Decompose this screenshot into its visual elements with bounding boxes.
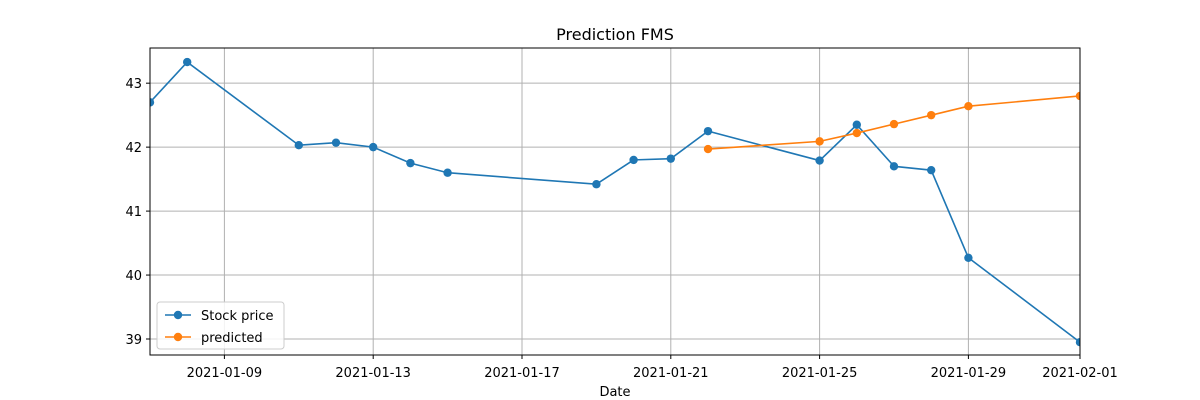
- y-tick-label: 39: [125, 333, 142, 348]
- data-point: [183, 57, 192, 67]
- chart-title: Prediction FMS: [556, 25, 674, 44]
- data-point: [443, 168, 452, 177]
- x-tick-label: 2021-01-29: [931, 366, 1007, 381]
- data-point: [294, 141, 303, 150]
- legend-marker: [173, 310, 183, 320]
- x-tick-label: 2021-01-25: [782, 366, 858, 381]
- y-tick-label: 40: [125, 269, 142, 284]
- data-point: [889, 119, 899, 129]
- series-layer: [150, 57, 1080, 347]
- x-tick-label: 2021-01-21: [633, 366, 709, 381]
- y-tick-label: 41: [125, 205, 142, 220]
- data-point: [666, 154, 675, 163]
- series-stock-price: [150, 57, 1080, 347]
- data-point: [815, 137, 824, 146]
- data-point: [964, 102, 973, 111]
- data-point: [927, 165, 936, 175]
- plot-area-frame: [149, 47, 1081, 356]
- legend-label: Stock price: [201, 309, 273, 324]
- data-point: [1075, 338, 1080, 347]
- y-tick-label: 43: [125, 77, 142, 92]
- data-point: [703, 144, 713, 154]
- data-point: [852, 120, 861, 129]
- data-point: [964, 253, 973, 262]
- legend: Stock price predicted: [156, 301, 285, 350]
- x-axis-ticks: 2021-01-09 2021-01-13 2021-01-17 2021-01-21…: [187, 355, 1118, 381]
- x-tick-label: 2021-01-09: [187, 366, 263, 381]
- data-point: [592, 180, 601, 189]
- data-point: [852, 128, 861, 138]
- data-point: [889, 162, 899, 171]
- series-line: [150, 60, 1080, 343]
- data-point: [1075, 91, 1080, 101]
- data-point: [331, 138, 341, 147]
- data-point: [815, 156, 824, 165]
- data-point: [703, 126, 713, 136]
- y-axis-ticks: 39 40 41 42 43: [125, 77, 150, 348]
- legend-marker: [173, 332, 183, 342]
- x-tick-label: 2021-01-13: [335, 366, 411, 381]
- x-tick-label: 2021-01-17: [484, 366, 560, 381]
- data-point: [629, 155, 638, 165]
- series-predicted: [703, 91, 1080, 154]
- legend-label: predicted: [201, 331, 263, 346]
- data-point: [927, 110, 936, 120]
- data-point: [150, 98, 155, 107]
- y-tick-label: 42: [125, 141, 142, 156]
- x-tick-label: 2021-02-01: [1042, 366, 1118, 381]
- data-point: [369, 142, 378, 152]
- data-point: [406, 158, 415, 168]
- x-axis-label: Date: [599, 385, 630, 400]
- grid-lines: [150, 48, 1081, 355]
